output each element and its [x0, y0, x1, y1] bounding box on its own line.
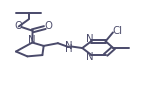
Text: Cl: Cl — [112, 26, 122, 36]
Text: O: O — [44, 21, 52, 31]
Text: N: N — [87, 52, 94, 62]
Text: H: H — [65, 44, 72, 54]
Text: N: N — [87, 34, 94, 44]
Text: N: N — [65, 41, 72, 51]
Text: N: N — [29, 35, 36, 45]
Text: O: O — [15, 21, 23, 31]
